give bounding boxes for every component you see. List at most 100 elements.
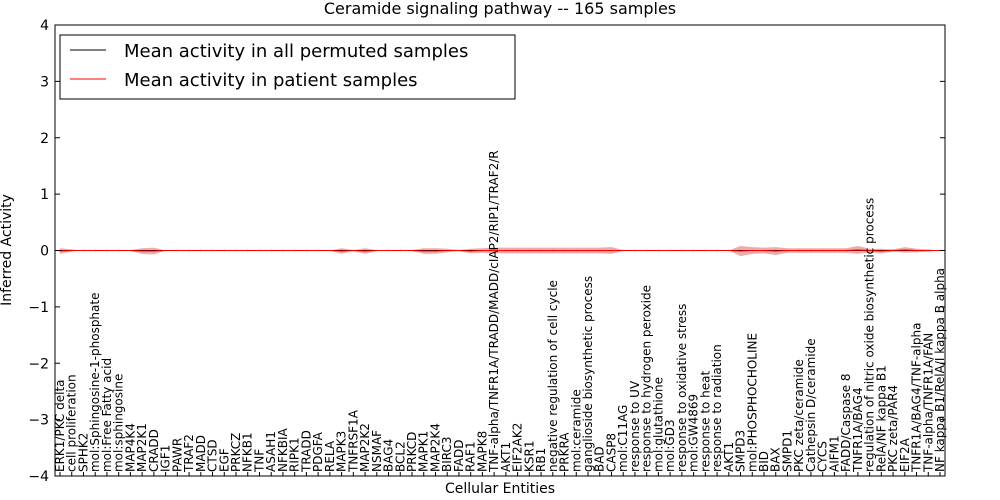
x-tick-label: TNF-alpha/TNFR1A/TRADD/MADD/cIAP2/RIP1/T… (487, 150, 501, 473)
legend-label-patient: Mean activity in patient samples (124, 70, 418, 91)
x-tick-label: MAP2K4 (428, 423, 442, 472)
patient-point (176, 249, 178, 252)
x-tick-label: AKT1 (722, 442, 736, 472)
x-tick-label: TNFRSF1A (346, 409, 360, 473)
x-tick-label: MAPK8 (475, 431, 489, 472)
x-tick-label: response to UV (628, 380, 642, 472)
x-tick-label: BIRC3 (440, 436, 454, 472)
patient-point (739, 250, 742, 252)
y-tick-label: −3 (28, 413, 49, 429)
patient-point (423, 250, 425, 252)
x-tick-label: BAG4 (382, 439, 396, 472)
x-tick-label: PAWR (170, 438, 184, 472)
x-tick-label: MADD (194, 435, 208, 472)
patient-point (317, 249, 319, 252)
x-tick-label: TRAF2 (182, 434, 196, 473)
x-tick-label: PKC zeta/PAR4 (886, 385, 900, 472)
patient-point (775, 250, 777, 252)
patient-point (845, 249, 847, 252)
patient-point (481, 249, 483, 252)
patient-point (282, 249, 284, 252)
x-tick-label: NFKBIA (276, 427, 290, 472)
patient-point (646, 249, 648, 252)
y-tick-label: 3 (40, 74, 49, 90)
x-tick-label: mol:sphingosine (112, 374, 126, 472)
patient-point (505, 249, 507, 252)
x-tick-label: BCL2 (393, 441, 407, 472)
y-tick-label: −4 (28, 469, 49, 485)
x-tick-label: cell proliferation (65, 374, 79, 472)
patient-point (94, 249, 96, 252)
patient-point (106, 249, 108, 252)
patient-point (341, 250, 343, 252)
patient-point (904, 249, 906, 251)
x-tick-label: PRKCD (405, 432, 419, 472)
patient-point (165, 249, 167, 252)
x-tick-label: response to hydrogen peroxide (640, 285, 654, 472)
patient-point (118, 249, 120, 252)
x-tick-label: SMPD3 (734, 430, 748, 472)
patient-point (270, 249, 272, 252)
y-tick-label: 4 (40, 18, 49, 34)
series-lines-layer (59, 249, 941, 252)
x-tick-label: mol:PHOSPHOCHOLINE (745, 333, 759, 472)
patient-point (258, 249, 261, 252)
patient-point (153, 250, 155, 252)
x-tick-label: KSR1 (522, 441, 536, 472)
x-tick-label: RELA (323, 440, 337, 472)
patient-point (810, 249, 812, 252)
patient-point (493, 249, 495, 252)
x-tick-label: NF kappa B1/RelA/I kappa B alpha (933, 268, 947, 472)
patient-point (528, 249, 530, 252)
patient-point (728, 249, 730, 252)
legend: Mean activity in all permuted samples Me… (59, 34, 516, 100)
x-tick-label: MAP4K4 (123, 423, 137, 472)
x-tick-label: mol:Free Fatty acid (100, 358, 114, 472)
y-tick-label: −2 (28, 356, 49, 372)
x-tick-label: CASP8 (604, 433, 618, 472)
patient-point (552, 249, 554, 252)
patient-point (200, 249, 202, 252)
patient-point (915, 249, 918, 252)
patient-point (693, 249, 695, 252)
patient-point (247, 249, 249, 252)
patient-point (751, 249, 753, 252)
x-tick-label: mol:glutathione (651, 377, 665, 472)
patient-point (681, 249, 683, 252)
x-tick-label: response to oxidative stress (675, 304, 689, 472)
patient-point (587, 249, 589, 252)
patient-point (434, 250, 437, 252)
x-tick-label: AIFM1 (827, 435, 841, 472)
x-tick-label: NFKB1 (241, 432, 255, 472)
x-tick-label: RIPK1 (288, 437, 302, 472)
patient-point (833, 249, 836, 252)
y-tick-label: 0 (40, 244, 49, 260)
y-tick-label: 2 (40, 131, 49, 147)
patient-point (399, 249, 401, 252)
x-tick-label: ganglioside biosynthetic process (581, 276, 595, 472)
x-tick-label: SPHK2 (76, 433, 90, 472)
x-tick-label: PRKRA (558, 432, 572, 472)
patient-point (704, 249, 706, 252)
patient-point (822, 249, 824, 252)
patient-point (880, 250, 882, 252)
y-axis-ticks: −4 −3 −2 −1 0 1 2 3 4 (28, 18, 945, 485)
patient-point (927, 249, 929, 252)
patient-point (563, 249, 566, 252)
x-tick-label: mol:GW4869 (687, 394, 701, 472)
patient-point (364, 250, 366, 252)
x-tick-label: EIF2AK2 (511, 423, 525, 472)
patient-point (657, 249, 660, 252)
x-tick-label: FADD (452, 440, 466, 473)
x-tick-label: CYCS (816, 441, 830, 472)
confidence-band-layer (60, 245, 940, 257)
patient-point (540, 249, 542, 252)
patient-activity-band (60, 245, 940, 257)
patient-point (305, 249, 307, 252)
x-tick-label: BID (757, 451, 771, 472)
patient-point (235, 249, 237, 252)
x-tick-label: response to radiation (710, 344, 724, 472)
patient-point (869, 249, 871, 252)
